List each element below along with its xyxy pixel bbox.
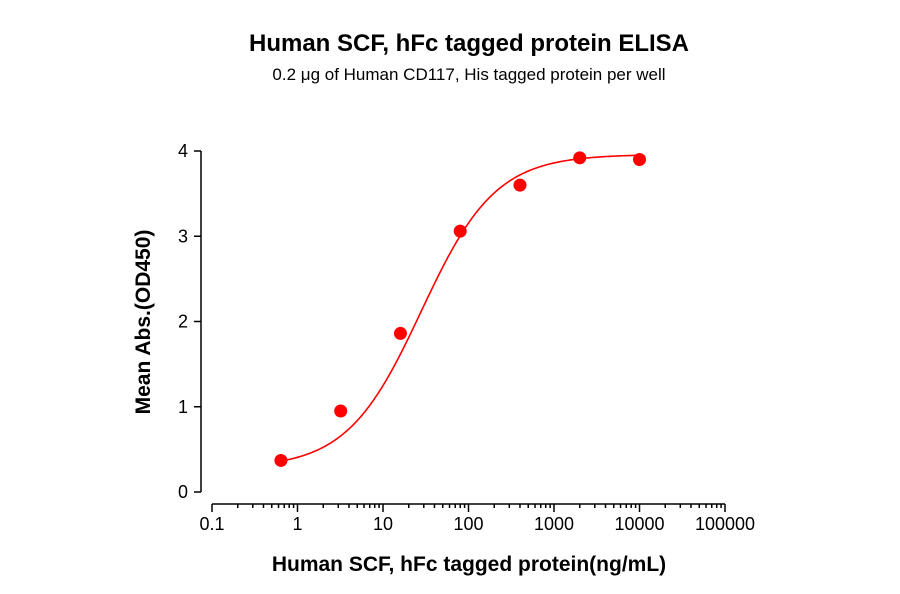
y-tick-label: 3	[178, 226, 188, 246]
x-tick-label: 1000	[534, 514, 574, 534]
y-tick-label: 0	[178, 482, 188, 502]
y-axis-label: Mean Abs.(OD450)	[132, 230, 155, 415]
data-point	[334, 404, 348, 418]
data-point	[274, 453, 288, 467]
data-point	[633, 153, 646, 167]
x-tick-label: 100	[453, 514, 483, 534]
x-tick-label: 1	[292, 514, 302, 534]
x-tick-label: 10000	[614, 514, 664, 534]
data-point	[393, 326, 407, 340]
data-point	[573, 151, 587, 165]
data-point	[453, 224, 467, 238]
y-tick-label: 1	[178, 397, 188, 417]
x-tick-label: 0.1	[199, 514, 224, 534]
data-point	[513, 178, 527, 192]
plot-area: 0 1 2 3 4 0.1 1 10 100 1000 10000 100000	[178, 141, 755, 534]
x-axis-label: Human SCF, hFc tagged protein(ng/mL)	[272, 553, 666, 576]
fit-curve	[280, 154, 640, 462]
x-tick-label: 100000	[695, 514, 755, 534]
y-tick-label: 2	[178, 312, 188, 332]
chart-title: Human SCF, hFc tagged protein ELISA	[249, 30, 689, 57]
chart-subtitle: 0.2 μg of Human CD117, His tagged protei…	[272, 65, 665, 84]
x-tick-label: 10	[373, 514, 393, 534]
y-tick-label: 4	[178, 141, 188, 161]
